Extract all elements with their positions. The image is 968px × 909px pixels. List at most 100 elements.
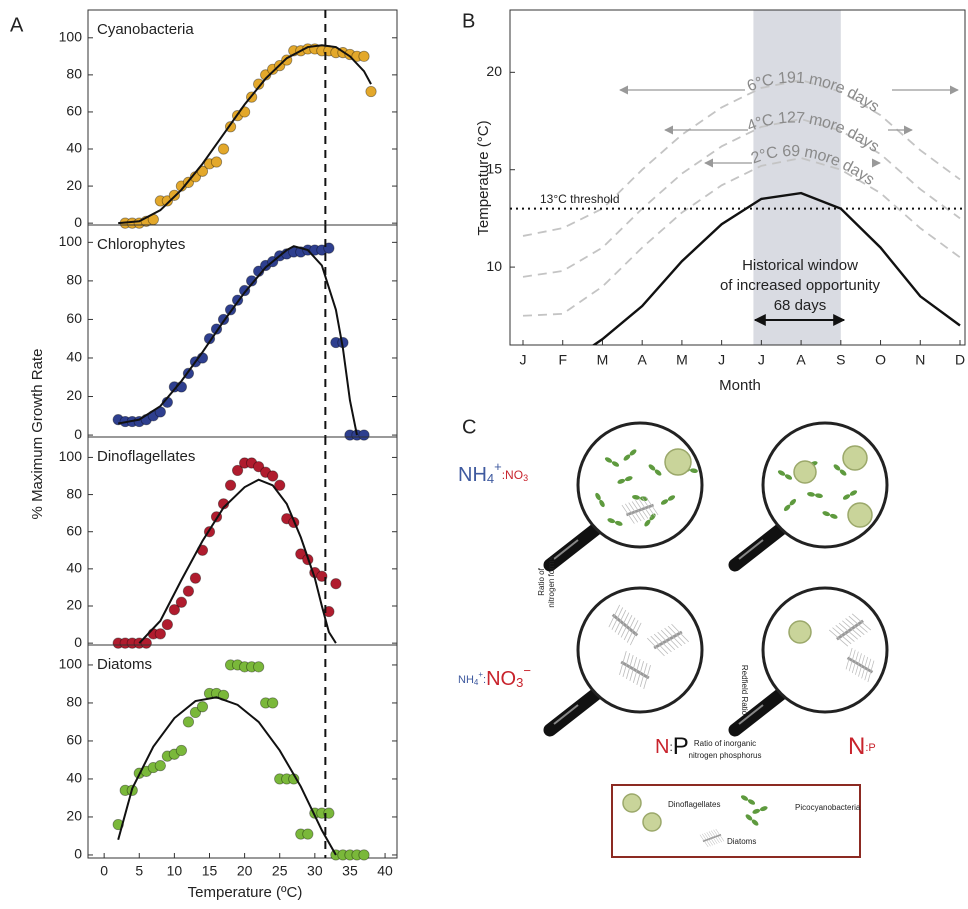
data-point <box>154 628 166 640</box>
spine <box>632 670 638 684</box>
spine <box>706 832 712 839</box>
cell <box>617 478 626 484</box>
x-axis-label: Temperature (ºC) <box>188 884 303 901</box>
spine <box>616 607 624 619</box>
data-point <box>189 572 202 584</box>
data-point <box>168 604 180 616</box>
ratio-part: 4 <box>487 471 494 486</box>
data-point <box>267 697 279 709</box>
data-point <box>182 716 195 728</box>
spine <box>842 620 852 630</box>
picocyanobacteria <box>623 449 637 461</box>
np-label: N:P <box>848 733 876 760</box>
temperature-line <box>522 79 961 237</box>
subplot-title: Cyanobacteria <box>97 21 194 38</box>
cell <box>648 464 656 471</box>
spine <box>665 640 676 651</box>
spine <box>867 671 872 683</box>
y-tick-label: 20 <box>66 597 82 613</box>
spine <box>626 614 633 627</box>
x-tick-label: 35 <box>342 863 358 879</box>
ratio-part: 3 <box>523 473 528 483</box>
cell <box>660 499 669 505</box>
cell <box>624 476 633 482</box>
spine <box>634 511 642 522</box>
cell <box>833 464 841 471</box>
spine <box>626 631 634 643</box>
y-tick-label: 80 <box>66 485 82 501</box>
spine <box>851 662 856 674</box>
spine <box>614 620 621 633</box>
spine <box>835 625 846 634</box>
magnifier-handle-shine <box>738 704 764 725</box>
dinoflagellate <box>847 502 873 528</box>
y-tick-label: 40 <box>66 770 82 786</box>
data-point <box>253 661 265 673</box>
spine <box>631 501 639 511</box>
picocyanobacteria <box>604 457 620 467</box>
y-tick-label: 80 <box>66 272 82 288</box>
y-tick-label: 0 <box>74 426 82 442</box>
spine <box>619 662 624 676</box>
spine <box>621 504 629 515</box>
cell <box>740 795 749 801</box>
spine <box>613 604 621 617</box>
ratio-part: + <box>494 459 502 474</box>
diatom-body <box>611 613 639 637</box>
spine <box>631 512 639 523</box>
spine <box>706 839 711 847</box>
diatom <box>619 650 651 690</box>
cell <box>784 474 793 480</box>
y-tick-label: 20 <box>66 177 82 193</box>
legend-label: Diatoms <box>727 837 756 846</box>
spine <box>644 507 652 518</box>
spine <box>629 668 634 682</box>
y-tick-label: 0 <box>74 846 82 862</box>
x-tick-label: M <box>676 352 688 368</box>
data-point <box>154 760 166 772</box>
x-tick-label: A <box>796 352 806 368</box>
diatom-body <box>626 503 654 517</box>
spine <box>708 839 713 846</box>
spine <box>861 655 865 666</box>
ratio-part: :NO <box>502 468 523 482</box>
magnifier-handle <box>543 687 603 737</box>
cell <box>807 492 816 497</box>
dinoflagellate <box>664 448 692 476</box>
data-point <box>203 333 216 345</box>
subplot-title: Dinoflagellates <box>97 448 195 465</box>
spine <box>635 499 642 510</box>
picocyanobacteria <box>740 795 756 805</box>
ratio-part: NH <box>458 464 487 486</box>
np-part: N <box>848 733 865 760</box>
magnifier-handle-shine <box>738 539 764 560</box>
spine <box>643 662 648 676</box>
picocyanobacteria <box>617 476 633 484</box>
cell <box>747 799 756 805</box>
x-tick-label: 15 <box>202 863 218 879</box>
spine <box>702 833 707 841</box>
ratio-label: NH4+:NO3− <box>458 663 531 690</box>
diatom-body <box>620 660 650 680</box>
spine <box>699 834 705 842</box>
spine <box>712 837 718 844</box>
x-tick-label: 30 <box>307 863 323 879</box>
cell <box>745 814 753 821</box>
y-tick-label: 100 <box>59 233 83 249</box>
x-tick-label: J <box>520 352 527 368</box>
picocyanobacteria <box>648 464 662 476</box>
cell <box>629 449 637 456</box>
y-tick-label: 100 <box>59 29 83 45</box>
cell <box>789 498 797 506</box>
spine <box>662 642 672 653</box>
dinoflagellate <box>842 445 868 471</box>
ratio-part: 3 <box>516 675 523 690</box>
spine <box>864 669 869 681</box>
x-tick-label: 40 <box>377 863 393 879</box>
spine <box>715 828 721 836</box>
axis-label: nitrogen phosphorus <box>689 751 762 760</box>
fit-curve <box>138 478 337 644</box>
spine <box>851 628 862 638</box>
spine <box>617 623 624 636</box>
